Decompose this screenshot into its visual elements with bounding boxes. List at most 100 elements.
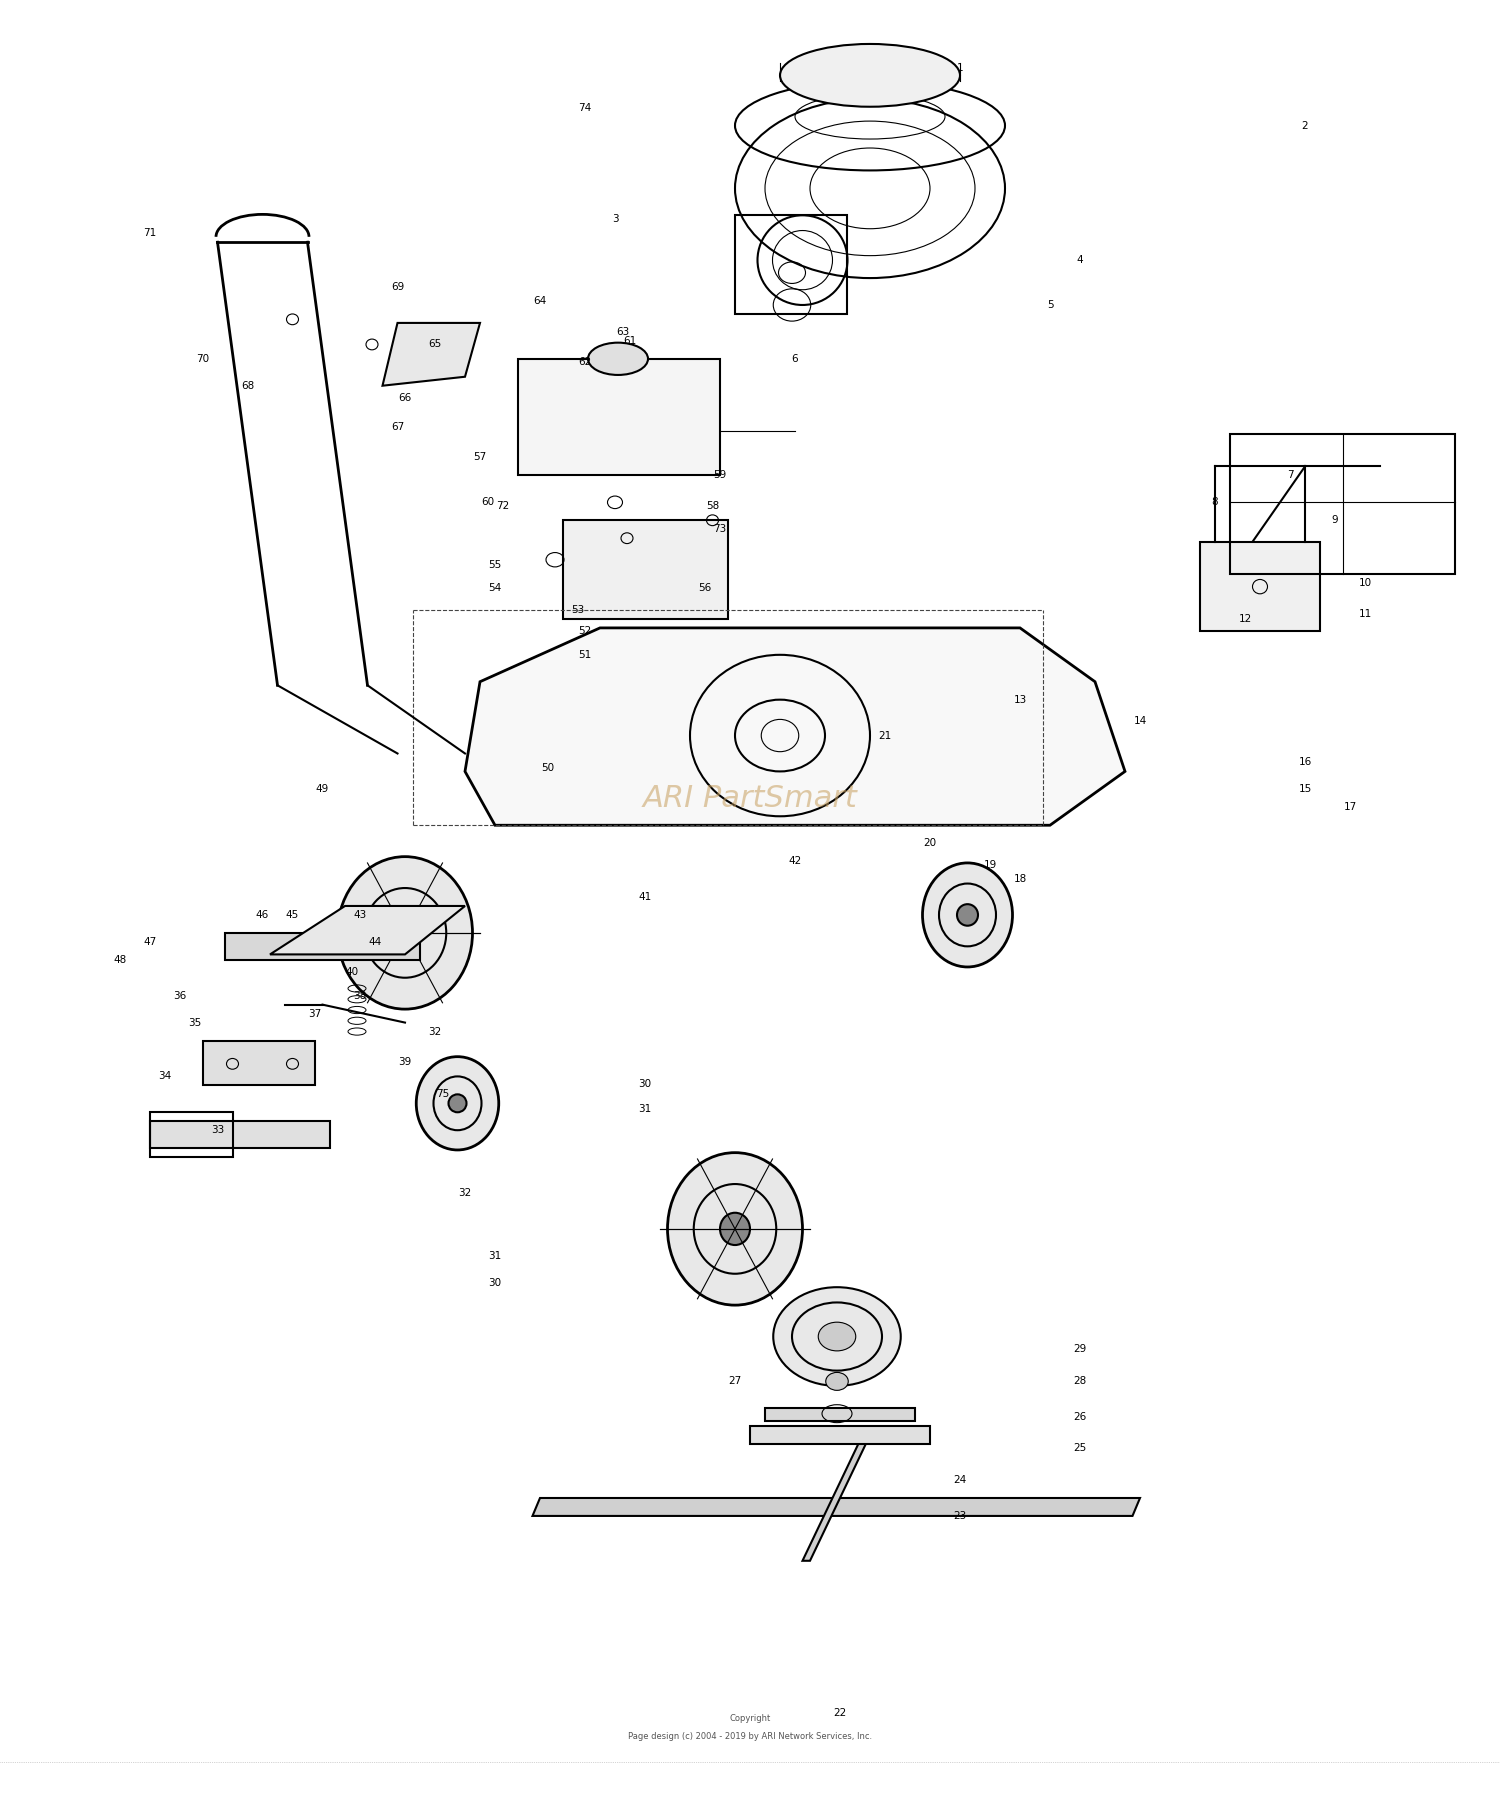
Text: 69: 69	[392, 282, 404, 292]
Text: 14: 14	[1134, 716, 1146, 727]
Ellipse shape	[668, 1154, 802, 1306]
Text: 68: 68	[242, 380, 254, 391]
Text: Page design (c) 2004 - 2019 by ARI Network Services, Inc.: Page design (c) 2004 - 2019 by ARI Netwo…	[628, 1731, 872, 1742]
Text: 15: 15	[1299, 784, 1311, 795]
Text: 61: 61	[624, 335, 636, 346]
Text: 31: 31	[639, 1103, 651, 1114]
Polygon shape	[150, 1121, 330, 1148]
Text: 16: 16	[1299, 757, 1311, 768]
Text: 10: 10	[1359, 578, 1371, 588]
Text: 46: 46	[256, 910, 268, 920]
Polygon shape	[382, 323, 480, 386]
Text: 2: 2	[1302, 120, 1308, 131]
Text: 29: 29	[1074, 1344, 1086, 1354]
Text: 53: 53	[572, 605, 584, 615]
Text: 44: 44	[369, 936, 381, 947]
Text: 63: 63	[616, 327, 628, 337]
Text: 6: 6	[792, 353, 798, 364]
Text: 51: 51	[579, 649, 591, 660]
Text: 32: 32	[459, 1188, 471, 1198]
Polygon shape	[750, 1426, 930, 1444]
Text: 54: 54	[489, 583, 501, 594]
Text: 9: 9	[1332, 515, 1338, 526]
Text: 13: 13	[1014, 694, 1026, 705]
Text: 7: 7	[1287, 470, 1293, 481]
Text: 19: 19	[984, 859, 996, 870]
Text: 62: 62	[579, 357, 591, 368]
Polygon shape	[270, 906, 465, 954]
Text: 1: 1	[957, 63, 963, 74]
Text: 33: 33	[211, 1125, 223, 1136]
Text: 30: 30	[639, 1078, 651, 1089]
Text: 27: 27	[729, 1376, 741, 1387]
Text: 71: 71	[144, 228, 156, 239]
Text: 50: 50	[542, 762, 554, 773]
Text: 74: 74	[579, 102, 591, 113]
Polygon shape	[202, 1041, 315, 1085]
Text: 42: 42	[789, 856, 801, 867]
Ellipse shape	[780, 45, 960, 108]
Text: 40: 40	[346, 967, 358, 978]
Ellipse shape	[588, 343, 648, 375]
Bar	[1200, 542, 1320, 631]
Text: 39: 39	[399, 1057, 411, 1067]
Text: 4: 4	[1077, 255, 1083, 266]
Text: 49: 49	[316, 784, 328, 795]
Text: 45: 45	[286, 910, 298, 920]
Polygon shape	[532, 1498, 1140, 1516]
Text: 36: 36	[174, 990, 186, 1001]
Bar	[735, 215, 847, 314]
Polygon shape	[518, 359, 720, 475]
Ellipse shape	[390, 917, 420, 949]
Ellipse shape	[720, 1213, 750, 1245]
Text: 37: 37	[309, 1008, 321, 1019]
Polygon shape	[802, 1435, 870, 1561]
Text: 30: 30	[489, 1277, 501, 1288]
Text: 67: 67	[392, 422, 404, 432]
Polygon shape	[225, 933, 420, 960]
Text: 31: 31	[489, 1250, 501, 1261]
Text: 38: 38	[354, 990, 366, 1001]
Text: 18: 18	[1014, 874, 1026, 884]
Text: 59: 59	[714, 470, 726, 481]
Text: 52: 52	[579, 626, 591, 637]
Text: 35: 35	[189, 1017, 201, 1028]
Text: ARI PartSmart: ARI PartSmart	[642, 784, 858, 813]
Text: 43: 43	[354, 910, 366, 920]
Polygon shape	[765, 1408, 915, 1421]
Text: 26: 26	[1074, 1412, 1086, 1423]
Ellipse shape	[827, 1372, 849, 1390]
Bar	[562, 520, 728, 619]
Text: 28: 28	[1074, 1376, 1086, 1387]
Text: 24: 24	[954, 1475, 966, 1485]
Ellipse shape	[416, 1057, 498, 1150]
Text: Copyright: Copyright	[729, 1713, 771, 1724]
Polygon shape	[465, 628, 1125, 825]
Text: 41: 41	[639, 892, 651, 902]
Text: 20: 20	[924, 838, 936, 849]
Text: 11: 11	[1359, 608, 1371, 619]
Text: 21: 21	[879, 730, 891, 741]
Ellipse shape	[819, 1322, 855, 1351]
Text: 57: 57	[474, 452, 486, 463]
Text: 32: 32	[429, 1026, 441, 1037]
Text: 73: 73	[714, 524, 726, 535]
Text: 56: 56	[699, 583, 711, 594]
Text: 75: 75	[436, 1089, 448, 1100]
Text: 65: 65	[429, 339, 441, 350]
Text: 58: 58	[706, 501, 718, 511]
Text: 48: 48	[114, 954, 126, 965]
Text: 25: 25	[1074, 1442, 1086, 1453]
Text: 47: 47	[144, 936, 156, 947]
Text: 66: 66	[399, 393, 411, 404]
Text: 22: 22	[834, 1708, 846, 1719]
Text: 12: 12	[1239, 614, 1251, 624]
Ellipse shape	[922, 863, 1013, 967]
Text: 17: 17	[1344, 802, 1356, 813]
Ellipse shape	[957, 904, 978, 926]
Text: 64: 64	[534, 296, 546, 307]
Ellipse shape	[774, 1288, 900, 1385]
Text: 5: 5	[1047, 300, 1053, 310]
Ellipse shape	[448, 1094, 466, 1112]
Ellipse shape	[338, 858, 472, 1008]
